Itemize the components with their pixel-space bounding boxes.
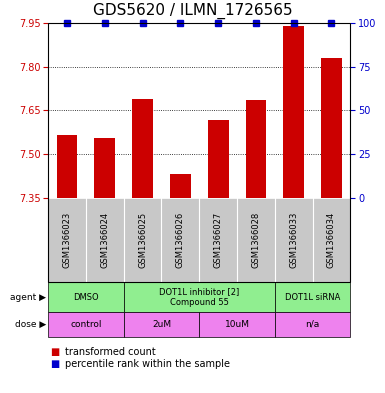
Text: DOT1L inhibitor [2]
Compound 55: DOT1L inhibitor [2] Compound 55 <box>159 287 239 307</box>
Text: ■: ■ <box>50 358 59 369</box>
Text: percentile rank within the sample: percentile rank within the sample <box>65 358 231 369</box>
Text: control: control <box>70 320 102 329</box>
Bar <box>94 138 115 198</box>
Bar <box>57 135 77 198</box>
Bar <box>321 58 342 198</box>
Text: GDS5620 / ILMN_1726565: GDS5620 / ILMN_1726565 <box>93 3 292 19</box>
Text: GSM1366024: GSM1366024 <box>100 212 109 268</box>
Text: transformed count: transformed count <box>65 347 156 357</box>
Bar <box>170 174 191 198</box>
Text: GSM1366023: GSM1366023 <box>62 212 72 268</box>
Text: GSM1366034: GSM1366034 <box>327 212 336 268</box>
Text: DOT1L siRNA: DOT1L siRNA <box>285 293 340 301</box>
Text: GSM1366026: GSM1366026 <box>176 212 185 268</box>
Text: DMSO: DMSO <box>73 293 99 301</box>
Text: agent ▶: agent ▶ <box>10 293 46 301</box>
Text: GSM1366033: GSM1366033 <box>289 212 298 268</box>
Bar <box>208 120 229 198</box>
Text: GSM1366027: GSM1366027 <box>214 212 223 268</box>
Text: 2uM: 2uM <box>152 320 171 329</box>
Text: ■: ■ <box>50 347 59 357</box>
Text: dose ▶: dose ▶ <box>15 320 46 329</box>
Bar <box>132 99 153 198</box>
Text: GSM1366028: GSM1366028 <box>251 212 260 268</box>
Text: GSM1366025: GSM1366025 <box>138 212 147 268</box>
Bar <box>283 26 304 198</box>
Text: 10uM: 10uM <box>224 320 249 329</box>
Bar <box>246 100 266 198</box>
Text: n/a: n/a <box>305 320 320 329</box>
